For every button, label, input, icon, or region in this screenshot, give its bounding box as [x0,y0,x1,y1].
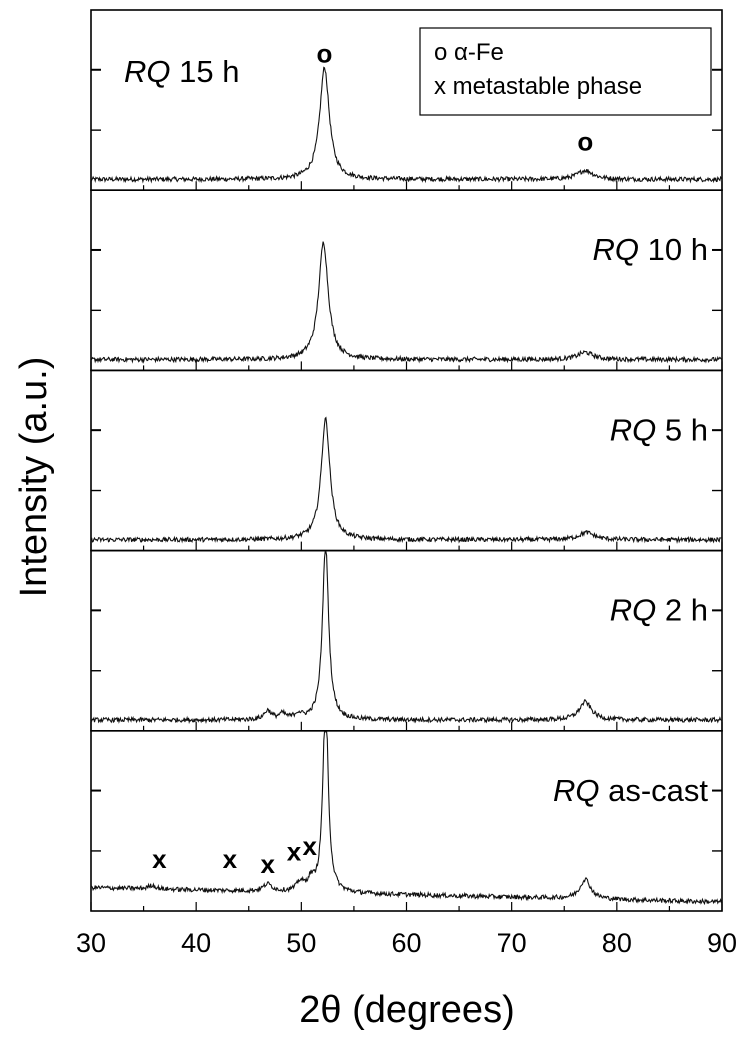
x-tick-label: 80 [602,928,632,958]
panel-label-italic: RQ [593,232,640,267]
panel-label-rest: 2 h [656,593,708,628]
panel-label: RQ 10 h [593,232,708,267]
x-tick-label: 50 [286,928,316,958]
panel-frame [90,189,723,372]
legend-entry: o α-Fe [434,39,504,66]
x-axis-title: 2θ (degrees) [299,989,514,1031]
metastable-marker: x [152,844,167,874]
panel-label: RQ as-cast [553,773,708,808]
panel-label-rest: 10 h [639,232,708,267]
xrd-trace [90,241,723,364]
panel-frame [90,549,723,732]
panel-label-rest: 5 h [656,412,708,447]
legend-entry: x metastable phase [434,73,642,100]
panel-2: RQ 10 h [90,189,723,372]
panel-label: RQ 2 h [610,593,708,628]
legend-box [419,27,712,116]
metastable-marker: x [223,844,238,874]
metastable-marker: x [260,849,275,879]
legend: o α-Fe x metastable phase [419,27,712,116]
panel-4: RQ 2 h [90,549,723,732]
x-tick-label: 90 [707,928,737,958]
x-tick-label: 40 [181,928,211,958]
metastable-marker: x [303,831,318,861]
panel-label-italic: RQ [124,54,171,89]
x-tick-label: 60 [391,928,421,958]
panel-label: RQ 15 h [124,54,239,89]
panel-3: RQ 5 h [90,369,723,552]
panel-frame [90,369,723,552]
panel-label-italic: RQ [610,593,657,628]
xrd-trace [90,66,723,184]
panel-label: RQ 5 h [610,412,708,447]
alpha-fe-marker: o [317,38,333,68]
alpha-fe-marker: o [577,127,593,157]
y-axis-title: Intensity (a.u.) [13,357,55,598]
xrd-trace [90,551,723,725]
x-axis: 30 40 50 60 70 80 90 [76,928,737,958]
xrd-trace [90,731,723,906]
panel-label-italic: RQ [610,412,657,447]
panel-label-italic: RQ [553,773,600,808]
x-tick-label: 30 [76,928,106,958]
x-tick-label: 70 [497,928,527,958]
panel-label-rest: 15 h [171,54,240,89]
xrd-trace [90,416,723,544]
panel-label-rest: as-cast [599,773,708,808]
metastable-marker: x [287,837,302,867]
panel-frame [90,729,723,912]
